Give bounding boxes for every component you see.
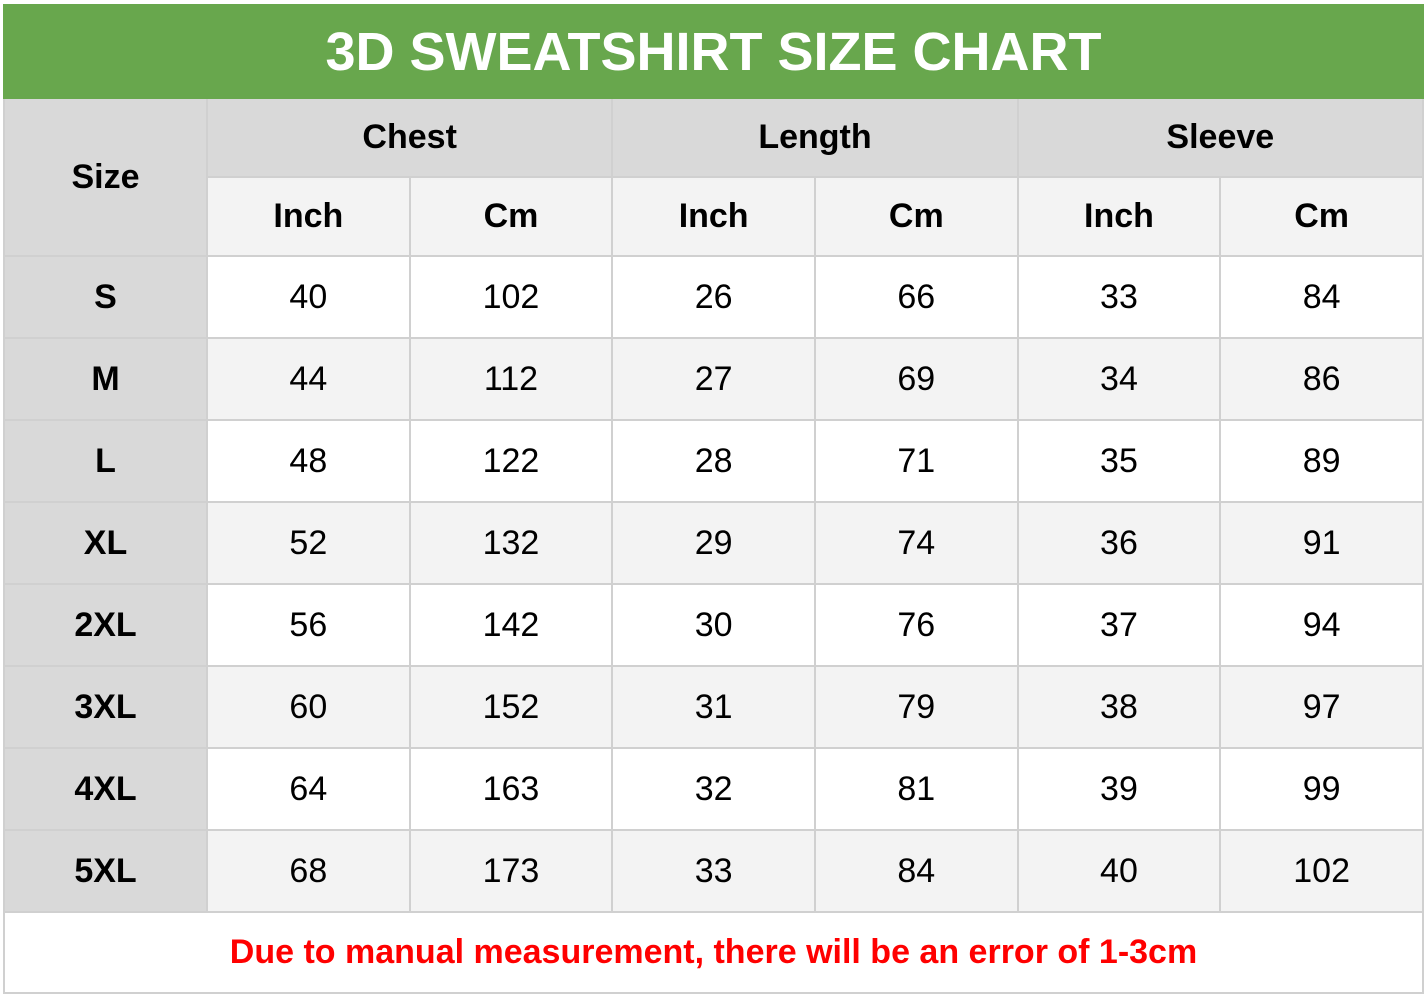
value-cell: 69 bbox=[813, 337, 1019, 421]
value-cell: 64 bbox=[206, 747, 411, 831]
unit-header: Inch bbox=[1016, 176, 1222, 257]
table-row: S 40 102 26 66 33 84 bbox=[3, 255, 1424, 339]
table-row: 3XL 60 152 31 79 38 97 bbox=[3, 665, 1424, 749]
size-cell: 4XL bbox=[3, 747, 208, 831]
table-row: 5XL 68 173 33 84 40 102 bbox=[3, 829, 1424, 913]
value-cell: 84 bbox=[1219, 255, 1424, 339]
value-cell: 142 bbox=[408, 583, 614, 667]
value-cell: 31 bbox=[611, 665, 816, 749]
value-cell: 112 bbox=[408, 337, 614, 421]
group-header-chest: Chest bbox=[205, 97, 614, 178]
value-cell: 97 bbox=[1219, 665, 1424, 749]
value-cell: 76 bbox=[813, 583, 1019, 667]
size-cell: S bbox=[3, 255, 208, 339]
group-header-length: Length bbox=[611, 97, 1019, 178]
value-cell: 39 bbox=[1016, 747, 1222, 831]
value-cell: 40 bbox=[206, 255, 411, 339]
value-cell: 152 bbox=[408, 665, 614, 749]
value-cell: 81 bbox=[813, 747, 1019, 831]
value-cell: 33 bbox=[1016, 255, 1222, 339]
value-cell: 60 bbox=[206, 665, 411, 749]
value-cell: 35 bbox=[1016, 419, 1222, 503]
value-cell: 26 bbox=[611, 255, 816, 339]
value-cell: 30 bbox=[611, 583, 816, 667]
unit-header: Cm bbox=[813, 176, 1019, 257]
size-cell: 3XL bbox=[3, 665, 208, 749]
size-chart: 3D SWEATSHIRT SIZE CHART Size Chest Leng… bbox=[3, 4, 1425, 994]
value-cell: 163 bbox=[408, 747, 614, 831]
value-cell: 89 bbox=[1219, 419, 1424, 503]
value-cell: 86 bbox=[1219, 337, 1424, 421]
value-cell: 34 bbox=[1016, 337, 1222, 421]
size-cell: 5XL bbox=[3, 829, 208, 913]
value-cell: 94 bbox=[1219, 583, 1424, 667]
value-cell: 44 bbox=[206, 337, 411, 421]
table-row: 4XL 64 163 32 81 39 99 bbox=[3, 747, 1424, 831]
unit-header: Inch bbox=[206, 176, 411, 257]
table-row: 2XL 56 142 30 76 37 94 bbox=[3, 583, 1424, 667]
value-cell: 38 bbox=[1016, 665, 1222, 749]
group-header-sleeve: Sleeve bbox=[1016, 97, 1425, 178]
value-cell: 37 bbox=[1016, 583, 1222, 667]
value-cell: 32 bbox=[611, 747, 816, 831]
unit-header: Cm bbox=[408, 176, 614, 257]
value-cell: 36 bbox=[1016, 501, 1222, 585]
size-cell: 2XL bbox=[3, 583, 208, 667]
table-row: XL 52 132 29 74 36 91 bbox=[3, 501, 1424, 585]
value-cell: 28 bbox=[611, 419, 816, 503]
measurement-note: Due to manual measurement, there will be… bbox=[3, 911, 1424, 994]
size-cell: M bbox=[3, 337, 208, 421]
table-row: L 48 122 28 71 35 89 bbox=[3, 419, 1424, 503]
table-body: S 40 102 26 66 33 84 M 44 112 27 69 34 86 L 48 122 28 71 35… bbox=[3, 255, 1424, 913]
value-cell: 173 bbox=[408, 829, 614, 913]
value-cell: 27 bbox=[611, 337, 816, 421]
chart-title: 3D SWEATSHIRT SIZE CHART bbox=[3, 4, 1424, 99]
value-cell: 71 bbox=[813, 419, 1019, 503]
value-cell: 56 bbox=[206, 583, 411, 667]
value-cell: 66 bbox=[813, 255, 1019, 339]
value-cell: 74 bbox=[813, 501, 1019, 585]
value-cell: 52 bbox=[206, 501, 411, 585]
unit-header: Cm bbox=[1219, 176, 1424, 257]
value-cell: 40 bbox=[1016, 829, 1222, 913]
value-cell: 48 bbox=[206, 419, 411, 503]
size-cell: L bbox=[3, 419, 208, 503]
value-cell: 68 bbox=[206, 829, 411, 913]
value-cell: 102 bbox=[408, 255, 614, 339]
value-cell: 29 bbox=[611, 501, 816, 585]
value-cell: 79 bbox=[813, 665, 1019, 749]
value-cell: 122 bbox=[408, 419, 614, 503]
table-row: M 44 112 27 69 34 86 bbox=[3, 337, 1424, 421]
value-cell: 132 bbox=[408, 501, 614, 585]
value-cell: 84 bbox=[813, 829, 1019, 913]
value-cell: 102 bbox=[1219, 829, 1424, 913]
value-cell: 33 bbox=[611, 829, 816, 913]
size-cell: XL bbox=[3, 501, 208, 585]
size-table: 3D SWEATSHIRT SIZE CHART Size Chest Leng… bbox=[3, 4, 1425, 994]
value-cell: 91 bbox=[1219, 501, 1424, 585]
unit-header: Inch bbox=[611, 176, 816, 257]
size-header: Size bbox=[3, 97, 208, 257]
value-cell: 99 bbox=[1219, 747, 1424, 831]
